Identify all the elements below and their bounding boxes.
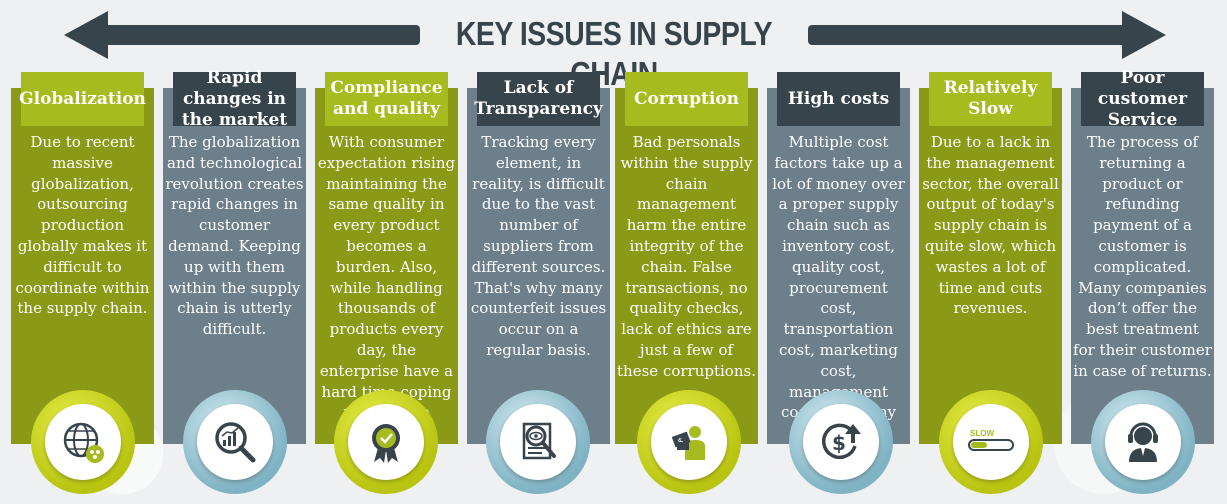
svg-text:$: $ <box>832 431 846 455</box>
left-arrow-bar <box>100 25 420 45</box>
dollar-up-icon: $ <box>789 390 893 494</box>
issue-heading: Relatively Slow <box>929 72 1052 126</box>
issue-column-high-costs: High costs Multiple cost factors take up… <box>767 72 910 444</box>
issue-column-rapid-changes: Rapid changes in the market The globaliz… <box>163 68 306 444</box>
issue-column-globalization: Globalization Due to recent massive glob… <box>11 72 154 444</box>
slow-badge-label: SLOW <box>970 429 994 438</box>
issue-column-corruption: Corruption Bad personals within the supp… <box>615 72 758 444</box>
issue-heading: Rapid changes in the market <box>173 68 296 130</box>
globe-network-icon <box>31 390 135 494</box>
magnifier-chart-icon <box>183 390 287 494</box>
issue-heading: Lack of Transparency <box>474 72 603 126</box>
issue-heading: Globalization <box>19 72 146 126</box>
issue-description: Bad personals within the supply chain ma… <box>617 133 756 380</box>
issue-heading: Corruption <box>625 72 748 126</box>
issue-description: Tracking every element, in reality, is d… <box>470 133 607 359</box>
issue-description: Due to recent massive globalization, out… <box>15 133 150 318</box>
support-agent-icon <box>1091 390 1195 494</box>
issue-column-transparency: Lack of Transparency Tracking every elem… <box>467 72 610 444</box>
issue-heading: Poor customer Service <box>1081 68 1204 130</box>
quality-badge-icon <box>334 390 438 494</box>
right-arrow-icon <box>1122 11 1166 59</box>
right-arrow-bar <box>808 25 1128 45</box>
issue-description: The globalization and technological revo… <box>165 133 304 339</box>
bribe-person-icon: $ <box>637 390 741 494</box>
header: KEY ISSUES IN SUPPLY CHAIN <box>0 0 1227 92</box>
issue-column-slow: Relatively Slow Due to a lack in the man… <box>919 72 1062 444</box>
issue-heading: High costs <box>777 72 900 126</box>
issue-description: Due to a lack in the management sector, … <box>922 133 1059 318</box>
issue-description: The process of returning a product or re… <box>1073 133 1212 380</box>
issue-column-customer-service: Poor customer Service The process of ret… <box>1071 68 1214 444</box>
slow-bar-icon: SLOW <box>939 390 1043 494</box>
document-eye-icon <box>486 390 590 494</box>
issue-heading: Compliance and quality <box>325 72 448 126</box>
